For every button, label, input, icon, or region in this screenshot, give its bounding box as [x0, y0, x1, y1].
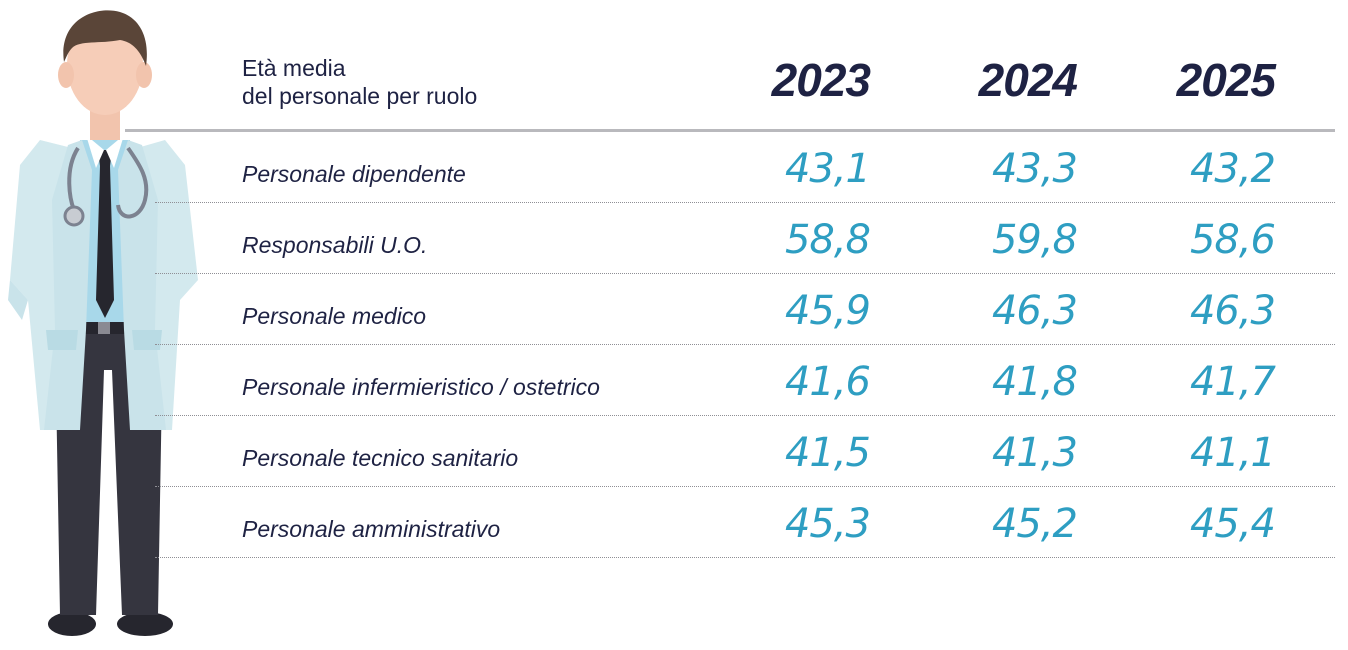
- table-title: Età media del personale per ruolo: [242, 54, 477, 110]
- value-2023: 58,8: [784, 217, 871, 263]
- value-2025: 46,3: [1189, 288, 1276, 334]
- value-2023: 41,6: [784, 359, 871, 405]
- table-row: Personale medico 45,9 46,3 46,3: [155, 274, 1335, 345]
- year-header-2024: 2024: [978, 54, 1078, 106]
- value-2024: 43,3: [991, 146, 1078, 192]
- year-header-2025: 2025: [1176, 54, 1276, 106]
- tie: [96, 150, 114, 318]
- value-2024: 46,3: [991, 288, 1078, 334]
- value-2024: 41,8: [991, 359, 1078, 405]
- row-label: Personale tecnico sanitario: [242, 445, 519, 471]
- table-row: Personale infermieristico / ostetrico 41…: [155, 345, 1335, 416]
- value-2024: 41,3: [991, 430, 1078, 476]
- table-title-line1: Età media: [242, 55, 346, 81]
- value-2025: 41,1: [1189, 430, 1276, 476]
- right-shoe: [117, 612, 173, 636]
- row-label: Personale dipendente: [242, 161, 466, 187]
- value-2025: 45,4: [1189, 501, 1276, 547]
- value-2023: 45,9: [784, 288, 871, 334]
- table-row: Personale tecnico sanitario 41,5 41,3 41…: [155, 416, 1335, 487]
- doctor-illustration: [8, 10, 198, 636]
- value-2025: 41,7: [1189, 359, 1276, 405]
- left-shoe: [48, 612, 96, 636]
- year-header-2023: 2023: [771, 54, 871, 106]
- hair: [63, 10, 147, 66]
- value-2025: 43,2: [1189, 146, 1276, 192]
- value-2024: 59,8: [991, 217, 1078, 263]
- value-2024: 45,2: [991, 501, 1078, 547]
- table-row: Personale dipendente 43,1 43,3 43,2: [155, 132, 1335, 203]
- table-title-line2: del personale per ruolo: [242, 83, 478, 109]
- row-label: Responsabili U.O.: [242, 232, 428, 258]
- value-2025: 58,6: [1189, 217, 1276, 263]
- header-divider: [125, 129, 1335, 132]
- table-row: Personale amministrativo 45,3 45,2 45,4: [155, 487, 1335, 558]
- row-label: Personale amministrativo: [242, 516, 501, 542]
- row-label: Personale infermieristico / ostetrico: [242, 374, 600, 400]
- row-label: Personale medico: [242, 303, 427, 329]
- value-2023: 45,3: [784, 501, 871, 547]
- value-2023: 41,5: [784, 430, 871, 476]
- value-2023: 43,1: [784, 146, 871, 192]
- table-row: Responsabili U.O. 58,8 59,8 58,6: [155, 203, 1335, 274]
